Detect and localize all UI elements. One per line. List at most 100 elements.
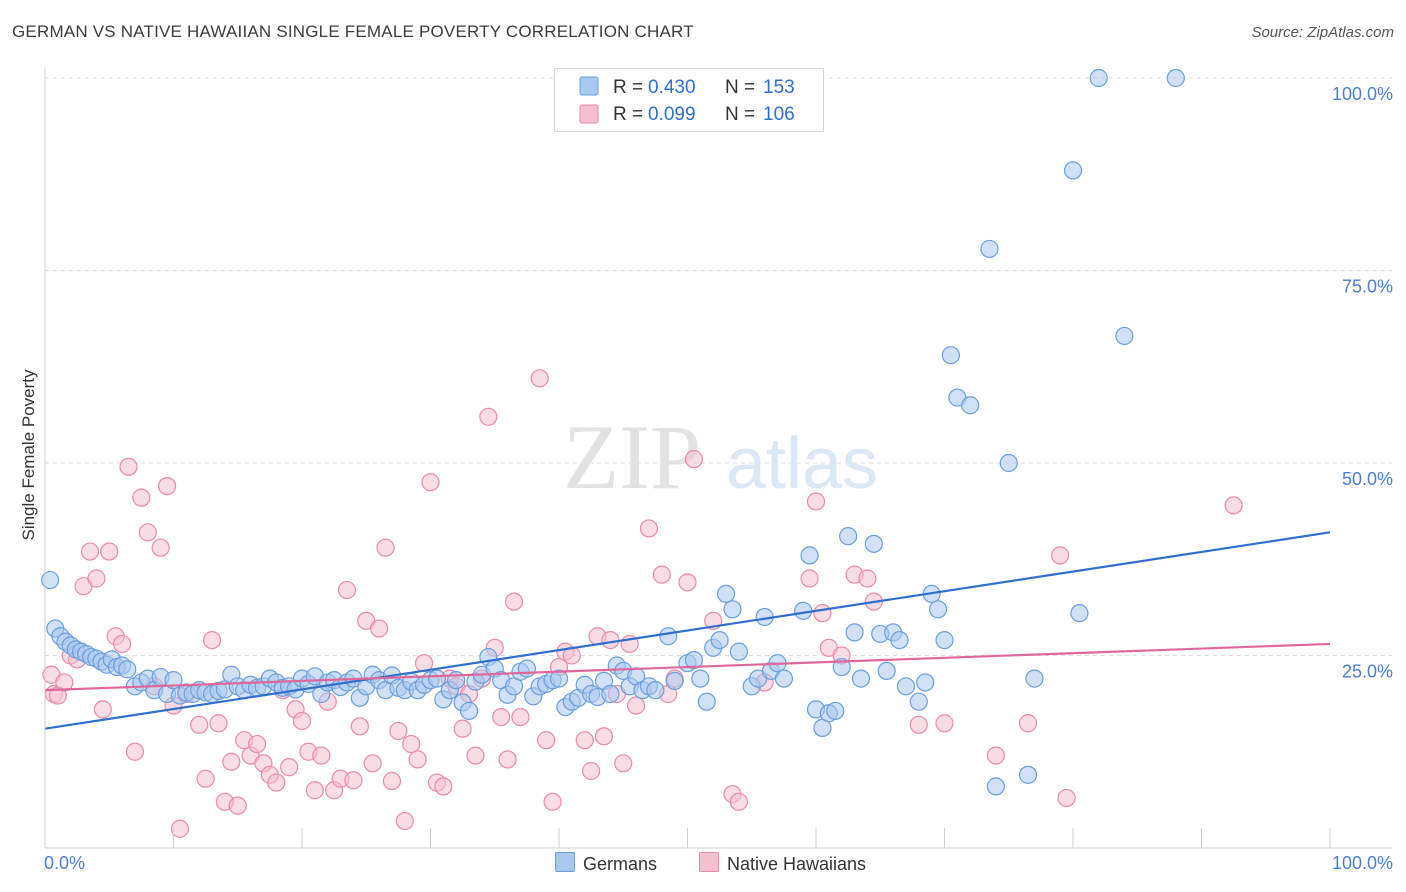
german-point (427, 669, 447, 688)
hawaiian-point (626, 696, 646, 715)
y-tick-label: 25.0% (1342, 662, 1393, 682)
hawaiian-point (100, 542, 119, 561)
germans-swatch (555, 852, 575, 872)
german-point (601, 684, 620, 704)
germans-r-label: R = (613, 77, 643, 98)
german-point (941, 346, 961, 365)
x-tick-label-min: 0.0% (44, 853, 85, 873)
german-point (826, 701, 845, 721)
hawaiian-point (421, 473, 440, 492)
german-point (1166, 68, 1185, 88)
hawaiian-point (639, 519, 659, 538)
watermark-atlas: atlas (726, 424, 878, 504)
hawaiian-point (376, 538, 395, 557)
hawaiians-r-value: 0.099 (648, 104, 696, 125)
hawaiian-point (408, 750, 427, 769)
y-axis-label: Single Female Poverty (19, 369, 38, 541)
hawaiian-point (202, 630, 222, 650)
german-point (961, 396, 980, 415)
german-point (697, 692, 716, 711)
chart-title: GERMAN VS NATIVE HAWAIIAN SINGLE FEMALE … (12, 22, 694, 41)
german-point (851, 669, 871, 688)
hawaiian-point (1224, 496, 1243, 515)
hawaiian-point (132, 488, 151, 507)
hawaiians-legend-label: Native Hawaiians (727, 854, 867, 874)
german-point (986, 777, 1006, 796)
german-point (1070, 604, 1089, 623)
german-point (729, 642, 749, 661)
german-point (1115, 326, 1134, 346)
german-point (832, 657, 851, 677)
german-point (774, 669, 793, 688)
hawaiian-point (582, 761, 601, 781)
hawaiian-point (434, 777, 453, 796)
hawaiian-point (222, 752, 241, 771)
hawaiian-point (909, 715, 928, 734)
y-tick-label: 50.0% (1342, 469, 1393, 489)
german-point (459, 701, 479, 721)
hawaiians-trend-line (44, 642, 1331, 692)
grid (45, 77, 1392, 656)
hawaiian-point (382, 771, 402, 791)
german-point (864, 534, 883, 553)
legend-item-native-hawaiians: Native Hawaiians (699, 852, 866, 875)
german-point (723, 600, 742, 619)
watermark-zip: ZIP (563, 406, 701, 508)
hawaiian-point (614, 754, 633, 773)
hawaiians-r-label: R = (613, 104, 643, 125)
hawaiian-point (280, 758, 299, 777)
hawaiian-point (594, 727, 614, 746)
hawaiian-point (504, 592, 524, 611)
hawaiian-point (986, 746, 1006, 765)
hawaiian-point (363, 754, 382, 773)
hawaiian-point (350, 717, 369, 736)
hawaiian-point (575, 731, 594, 750)
hawaiian-point (267, 773, 286, 792)
germans-trend-line (44, 531, 1331, 730)
germans-legend-swatch (579, 76, 599, 96)
hawaiian-point (151, 538, 170, 557)
legend-item-germans: Germans (555, 852, 657, 875)
hawaiians-legend-swatch (579, 104, 599, 124)
hawaiian-point (537, 731, 556, 750)
hawaiian-point (479, 407, 498, 426)
hawaiian-point (678, 573, 697, 592)
german-point (710, 630, 729, 650)
hawaiian-point (813, 604, 832, 623)
hawaiian-point (492, 707, 511, 727)
hawaiians-swatch (699, 852, 719, 872)
hawaiian-point (729, 792, 749, 811)
hawaiian-point (312, 746, 331, 765)
germans-n-value: 153 (763, 77, 795, 98)
germans-legend-label: Germans (583, 854, 658, 874)
german-point (800, 546, 819, 565)
hawaiian-point (247, 734, 267, 754)
hawaiian-point (684, 450, 704, 469)
german-point (839, 527, 858, 546)
axes: 25.0% 50.0% 75.0% 100.0% (44, 68, 1393, 849)
hawaiian-point (858, 569, 877, 588)
hawaiian-point (209, 714, 228, 733)
hawaiian-point (337, 580, 357, 600)
german-point (890, 630, 909, 650)
hawaiian-point (453, 719, 472, 738)
germans-r-value: 0.430 (648, 77, 696, 98)
hawaiian-point (543, 792, 562, 811)
hawaiian-point (370, 619, 389, 638)
german-point (980, 239, 999, 259)
hawaiian-point (125, 742, 145, 761)
german-point (845, 623, 864, 642)
hawaiian-point (93, 700, 112, 719)
german-point (1018, 765, 1038, 784)
hawaiian-point (652, 565, 671, 584)
hawaiian-point (55, 673, 74, 692)
german-point (1089, 68, 1108, 88)
hawaiian-point (498, 750, 517, 769)
hawaiian-point (562, 646, 581, 665)
german-point (935, 630, 954, 650)
hawaiian-point (138, 523, 157, 542)
german-point (716, 584, 736, 604)
hawaiian-point (1057, 788, 1076, 808)
hawaiian-point (119, 457, 138, 476)
hawaiian-point (305, 781, 324, 800)
